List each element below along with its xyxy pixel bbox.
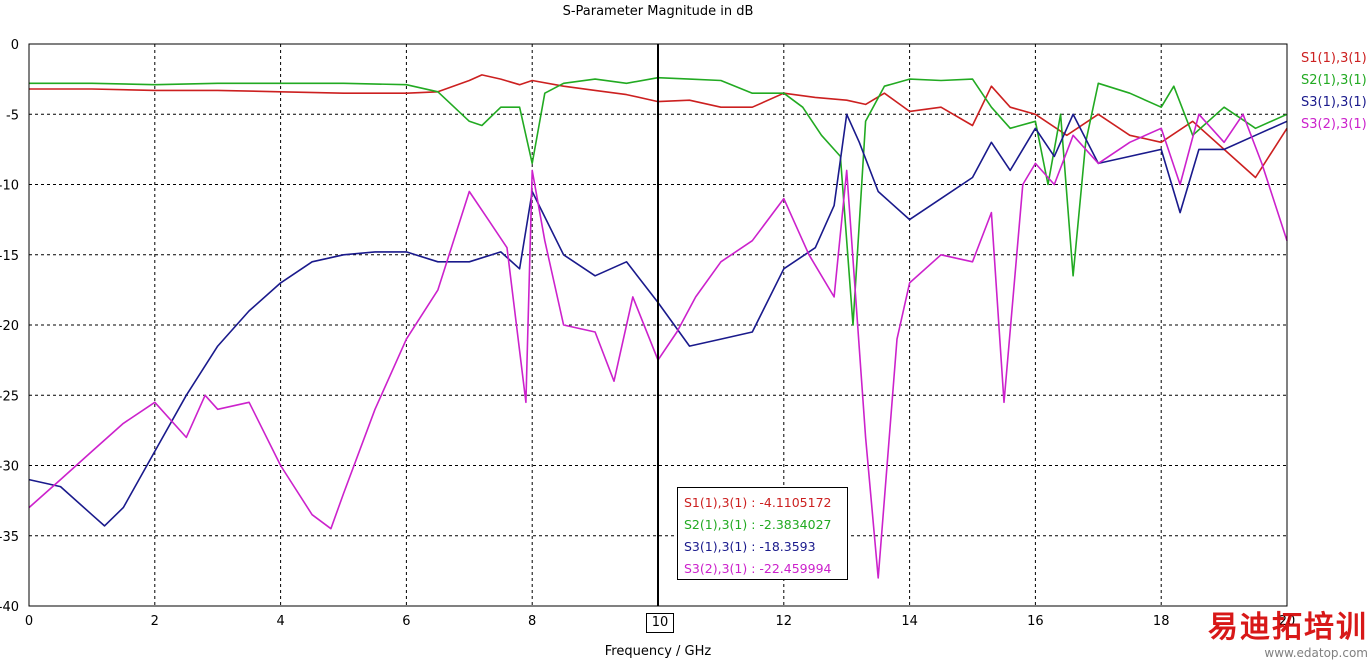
x-tick-label: 16 bbox=[1027, 614, 1044, 629]
x-tick-label: 12 bbox=[776, 614, 793, 629]
series-line bbox=[28, 113, 1288, 527]
watermark: 易迪拓培训 www.edatop.com bbox=[1208, 602, 1368, 660]
watermark-url: www.edatop.com bbox=[1264, 646, 1368, 660]
x-tick-label: 2 bbox=[151, 614, 159, 629]
y-tick-label: -40 bbox=[0, 600, 19, 615]
legend-entry: S3(2),3(1) bbox=[1301, 117, 1367, 132]
y-tick-label: -5 bbox=[6, 108, 19, 123]
marker-readout-s11: S1(1),3(1) : -4.1105172 bbox=[684, 495, 832, 510]
x-tick-label: 0 bbox=[25, 614, 33, 629]
x-tick-label: 6 bbox=[402, 614, 410, 629]
chart-title: S-Parameter Magnitude in dB bbox=[563, 4, 754, 19]
marker-readout-s32: S3(2),3(1) : -22.459994 bbox=[684, 561, 832, 576]
y-tick-label: -15 bbox=[0, 249, 19, 264]
y-tick-label: -35 bbox=[0, 530, 19, 545]
y-tick-label: -20 bbox=[0, 319, 19, 334]
marker-readout-box: S1(1),3(1) : -4.1105172 S2(1),3(1) : -2.… bbox=[677, 487, 848, 580]
x-tick-label: 20 bbox=[1279, 614, 1296, 629]
x-axis-label: Frequency / GHz bbox=[605, 644, 712, 659]
x-tick-label: 8 bbox=[528, 614, 536, 629]
marker-readout-s31: S3(1),3(1) : -18.3593 bbox=[684, 539, 816, 554]
marker-frequency-label[interactable]: 10 bbox=[646, 613, 674, 633]
series-line bbox=[29, 76, 1288, 326]
watermark-logo-text: 易迪拓培训 bbox=[1208, 610, 1368, 645]
legend-entry: S1(1),3(1) bbox=[1301, 51, 1367, 66]
y-tick-label: 0 bbox=[11, 38, 19, 53]
legend-entry: S3(1),3(1) bbox=[1301, 95, 1367, 110]
marker-readout-s21: S2(1),3(1) : -2.3834027 bbox=[684, 517, 832, 532]
y-tick-label: -30 bbox=[0, 460, 19, 475]
x-tick-label: 14 bbox=[901, 614, 918, 629]
legend-entry: S2(1),3(1) bbox=[1301, 73, 1367, 88]
x-tick-label: 18 bbox=[1153, 614, 1170, 629]
tick-labels: 0 2 4 6 8 12 14 16 18 20 0 -5 -10 -15 -20 -25 -30 -35 -40 bbox=[0, 38, 1295, 629]
legend: S1(1),3(1) S2(1),3(1) S3(1),3(1) S3(2),3(1) bbox=[1301, 51, 1367, 132]
series-line bbox=[29, 74, 1288, 179]
x-tick-label: 4 bbox=[276, 614, 284, 629]
y-tick-label: -25 bbox=[0, 389, 19, 404]
series-lines bbox=[28, 74, 1288, 579]
plot-frame bbox=[28, 43, 1288, 607]
y-tick-label: -10 bbox=[0, 179, 19, 194]
series-line bbox=[28, 113, 1288, 579]
